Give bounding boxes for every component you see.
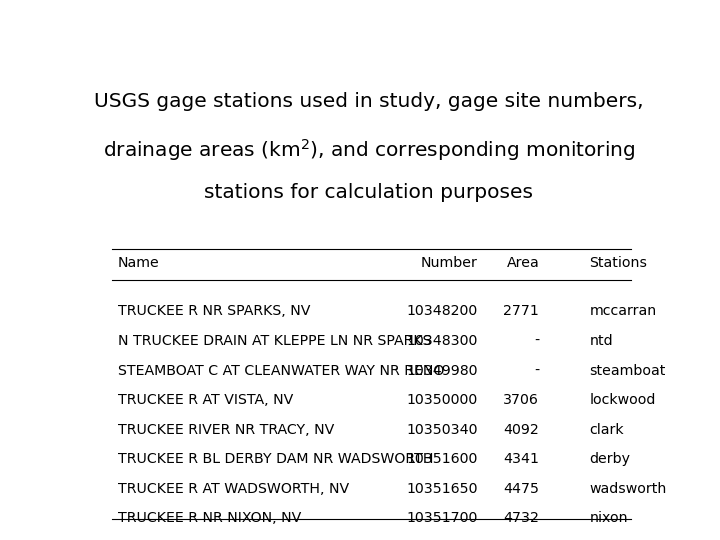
Text: STEAMBOAT C AT CLEANWATER WAY NR RENO: STEAMBOAT C AT CLEANWATER WAY NR RENO [118,363,444,377]
Text: 4092: 4092 [503,423,539,436]
Text: ntd: ntd [590,334,613,348]
Text: TRUCKEE RIVER NR TRACY, NV: TRUCKEE RIVER NR TRACY, NV [118,423,334,436]
Text: 4732: 4732 [503,511,539,525]
Text: -: - [534,334,539,348]
Text: mccarran: mccarran [590,305,657,319]
Text: 10350000: 10350000 [407,393,478,407]
Text: Name: Name [118,256,160,270]
Text: lockwood: lockwood [590,393,656,407]
Text: clark: clark [590,423,624,436]
Text: 10350340: 10350340 [406,423,478,436]
Text: TRUCKEE R AT WADSWORTH, NV: TRUCKEE R AT WADSWORTH, NV [118,482,349,496]
Text: USGS gage stations used in study, gage site numbers,: USGS gage stations used in study, gage s… [94,92,644,111]
Text: 10348200: 10348200 [407,305,478,319]
Text: TRUCKEE R NR SPARKS, NV: TRUCKEE R NR SPARKS, NV [118,305,310,319]
Text: TRUCKEE R BL DERBY DAM NR WADSWORTH: TRUCKEE R BL DERBY DAM NR WADSWORTH [118,452,433,466]
Text: Number: Number [421,256,478,270]
Text: 10348300: 10348300 [406,334,478,348]
Text: -: - [534,363,539,377]
Text: Stations: Stations [590,256,647,270]
Text: stations for calculation purposes: stations for calculation purposes [204,183,534,202]
Text: nixon: nixon [590,511,628,525]
Text: TRUCKEE R AT VISTA, NV: TRUCKEE R AT VISTA, NV [118,393,293,407]
Text: derby: derby [590,452,631,466]
Text: TRUCKEE R NR NIXON, NV: TRUCKEE R NR NIXON, NV [118,511,301,525]
Text: 3706: 3706 [503,393,539,407]
Text: 4341: 4341 [503,452,539,466]
Text: 10351650: 10351650 [406,482,478,496]
Text: drainage areas (km$^{2}$), and corresponding monitoring: drainage areas (km$^{2}$), and correspon… [103,138,635,164]
Text: 10351700: 10351700 [406,511,478,525]
Text: wadsworth: wadsworth [590,482,667,496]
Text: 10349980: 10349980 [406,363,478,377]
Text: 4475: 4475 [503,482,539,496]
Text: 2771: 2771 [503,305,539,319]
Text: steamboat: steamboat [590,363,666,377]
Text: 10351600: 10351600 [406,452,478,466]
Text: Area: Area [506,256,539,270]
Text: N TRUCKEE DRAIN AT KLEPPE LN NR SPARKS: N TRUCKEE DRAIN AT KLEPPE LN NR SPARKS [118,334,431,348]
